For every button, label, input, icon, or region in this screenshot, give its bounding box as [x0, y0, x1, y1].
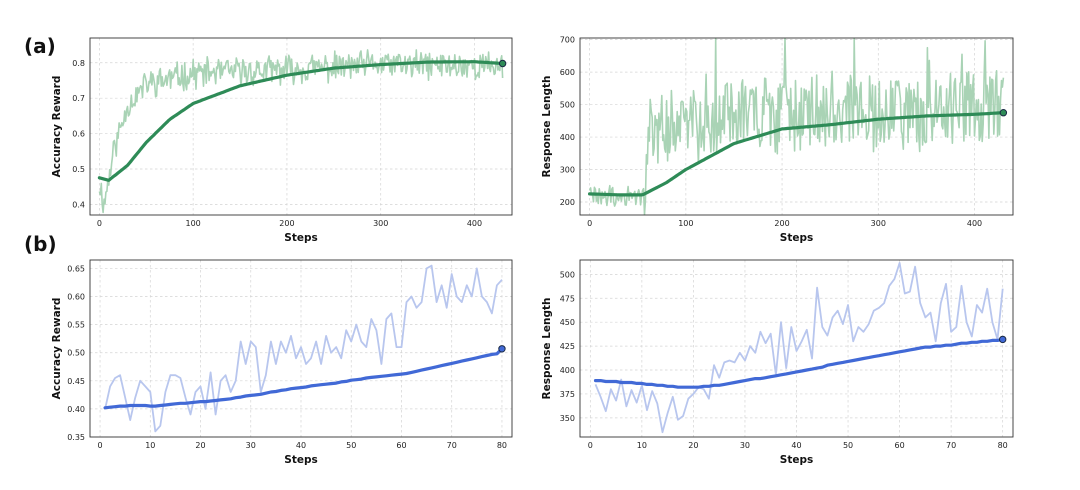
x-tick-label: 300 [871, 219, 886, 228]
x-tick-label: 40 [296, 441, 306, 450]
plot-frame [89, 37, 513, 216]
raw-series-line [594, 262, 1004, 434]
x-tick-label: 200 [279, 219, 294, 228]
final-point-marker [498, 345, 506, 353]
y-tick-label: 300 [560, 166, 575, 175]
plot-frame [89, 259, 513, 438]
panel-label-a: (a) [24, 34, 56, 58]
chart-2: 0 100 200 300 400 200 300 400 500 600 700 Steps Resp… [541, 36, 1014, 244]
y-tick-label: 0.50 [67, 349, 85, 358]
y-axis-label: Response Length [541, 298, 553, 400]
x-tick-label: 30 [740, 441, 750, 450]
x-axis-label: Steps [284, 232, 317, 244]
y-tick-label: 0.60 [67, 293, 85, 302]
x-tick-label: 300 [373, 219, 388, 228]
x-tick-label: 20 [195, 441, 205, 450]
panel-label-b: (b) [24, 232, 57, 256]
x-tick-label: 80 [998, 441, 1008, 450]
x-tick-label: 100 [678, 219, 693, 228]
x-tick-label: 200 [774, 219, 789, 228]
x-tick-label: 0 [97, 219, 102, 228]
x-tick-label: 60 [895, 441, 905, 450]
x-tick-label: 70 [946, 441, 956, 450]
x-axis-label: Steps [284, 454, 317, 466]
x-tick-label: 0 [588, 441, 593, 450]
y-tick-label: 0.55 [67, 321, 85, 330]
chart-4: 0 10 20 30 40 50 60 70 80 350 375 400 425 450 475 500 St… [541, 259, 1014, 466]
x-tick-label: 0 [587, 219, 592, 228]
x-tick-label: 60 [396, 441, 406, 450]
smoothed-series-line [103, 347, 504, 410]
final-point-marker [998, 335, 1007, 344]
x-tick-label: 20 [688, 441, 698, 450]
final-point-marker [999, 108, 1008, 117]
raw-series-line [104, 264, 503, 433]
x-tick-label: 0 [98, 441, 103, 450]
y-tick-label: 375 [560, 390, 575, 399]
y-axis-label: Accuracy Reward [51, 76, 63, 178]
y-tick-label: 0.6 [72, 130, 85, 139]
x-tick-label: 50 [346, 441, 356, 450]
x-tick-label: 10 [145, 441, 155, 450]
x-tick-label: 30 [246, 441, 256, 450]
chart-3: 0 10 20 30 40 50 60 70 80 0.35 0.40 0.45 0.50 0.55 0.6… [51, 259, 513, 466]
y-tick-label: 500 [560, 270, 575, 279]
y-tick-label: 0.65 [67, 264, 85, 273]
smoothed-series-line [97, 60, 505, 182]
y-tick-label: 0.40 [67, 405, 85, 414]
y-axis-label: Response Length [541, 76, 553, 178]
y-tick-label: 200 [560, 198, 575, 207]
y-tick-label: 0.35 [67, 433, 85, 442]
final-point-marker [498, 59, 507, 68]
x-tick-label: 50 [843, 441, 853, 450]
y-tick-label: 0.8 [72, 59, 85, 68]
y-tick-label: 400 [560, 366, 575, 375]
y-tick-label: 700 [560, 36, 575, 45]
plot-frame [579, 259, 1014, 438]
x-tick-label: 400 [467, 219, 482, 228]
y-tick-label: 475 [560, 294, 575, 303]
raw-series-line [588, 37, 1005, 216]
y-tick-label: 500 [560, 101, 575, 110]
y-tick-label: 350 [560, 414, 575, 423]
x-tick-label: 40 [791, 441, 801, 450]
smoothed-series-line [593, 337, 1005, 389]
x-axis-label: Steps [780, 454, 813, 466]
y-tick-label: 450 [560, 318, 575, 327]
y-tick-label: 400 [560, 133, 575, 142]
raw-series-line [98, 49, 504, 214]
x-tick-label: 400 [967, 219, 982, 228]
chart-1: 0 100 200 300 400 0.4 0.5 0.6 0.7 0.8 Steps Accurac… [51, 37, 513, 244]
x-axis-label: Steps [780, 232, 813, 244]
y-tick-label: 0.7 [72, 94, 85, 103]
x-tick-label: 70 [447, 441, 457, 450]
plot-frame [579, 37, 1014, 216]
y-tick-label: 0.5 [72, 165, 85, 174]
y-axis-label: Accuracy Reward [51, 298, 63, 400]
x-tick-label: 10 [637, 441, 647, 450]
smoothed-series-line [588, 111, 1005, 197]
x-tick-label: 80 [497, 441, 507, 450]
y-tick-label: 0.45 [67, 377, 85, 386]
y-tick-label: 0.4 [72, 200, 85, 209]
x-tick-label: 100 [186, 219, 201, 228]
y-tick-label: 425 [560, 342, 575, 351]
y-tick-label: 600 [560, 68, 575, 77]
